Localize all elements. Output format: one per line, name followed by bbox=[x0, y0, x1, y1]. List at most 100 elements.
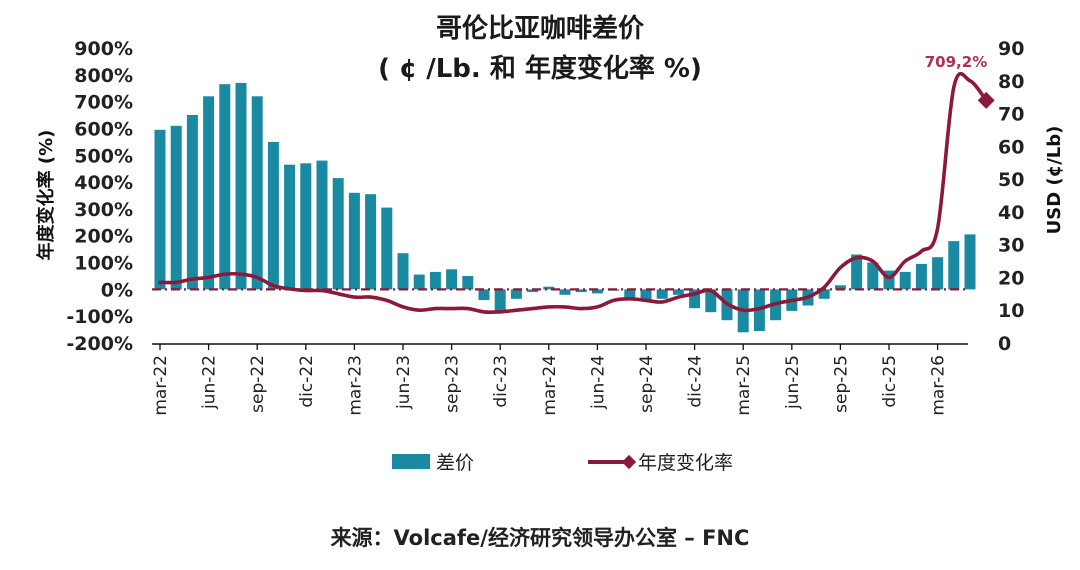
x-axis-tick-label: dic-22 bbox=[297, 355, 317, 408]
x-axis-tick-label: jun-25 bbox=[783, 355, 803, 410]
x-axis-tick-label: jun-24 bbox=[588, 355, 608, 410]
line-end-marker bbox=[977, 91, 995, 109]
source-note: 来源：Volcafe/经济研究领导办公室 – FNC bbox=[330, 526, 750, 550]
bar-mar-22-42 bbox=[834, 285, 846, 290]
bar-mar-22-33 bbox=[689, 289, 701, 309]
legend-item-spread: 差价 bbox=[392, 448, 474, 475]
bar-mar-22-50 bbox=[964, 234, 976, 290]
bar-mar-22-7 bbox=[267, 141, 279, 290]
bar-mar-22-17 bbox=[429, 271, 441, 290]
bar-mar-22-8 bbox=[284, 164, 296, 290]
bar-mar-22-4 bbox=[219, 84, 231, 290]
bar-mar-22-29 bbox=[624, 289, 636, 298]
left-axis-tick: -200% bbox=[66, 333, 133, 355]
right-axis-title: USD (¢/Lb) bbox=[1044, 126, 1065, 235]
bar-mar-22-44 bbox=[867, 262, 879, 290]
x-axis-tick-label: sep-22 bbox=[248, 355, 268, 413]
bar-mar-22-6 bbox=[251, 96, 263, 290]
bar-mar-22-30 bbox=[640, 289, 652, 302]
bar-series bbox=[154, 82, 976, 333]
line-series bbox=[158, 72, 995, 314]
annual-change-line bbox=[158, 72, 988, 314]
x-axis-tick-label: dic-25 bbox=[880, 355, 900, 408]
right-axis-tick: 0 bbox=[998, 333, 1011, 355]
right-axis-tick: 80 bbox=[998, 71, 1024, 93]
chart-subtitle: ( ¢ /Lb. 和 年度变化率 %) bbox=[378, 54, 702, 84]
legend-label-annual-change: 年度变化率 bbox=[638, 452, 734, 474]
bar-mar-22-9 bbox=[300, 163, 312, 290]
x-axis-tick-label: sep-25 bbox=[831, 355, 851, 413]
bar-mar-22-48 bbox=[932, 257, 944, 290]
bar-mar-22-20 bbox=[478, 289, 490, 301]
bar-mar-22-16 bbox=[413, 274, 425, 290]
x-axis-tick-label: mar-23 bbox=[345, 355, 365, 416]
bar-mar-22-12 bbox=[348, 192, 360, 290]
x-axis-tick-label: mar-25 bbox=[734, 355, 754, 416]
bar-mar-22-13 bbox=[365, 194, 377, 290]
bar-mar-22-19 bbox=[462, 276, 474, 290]
bar-mar-22-23 bbox=[527, 289, 539, 293]
bar-mar-22-25 bbox=[559, 289, 571, 295]
right-axis-tick: 20 bbox=[998, 267, 1024, 289]
left-axis-tick: 200% bbox=[74, 226, 133, 248]
right-axis-tick: 70 bbox=[998, 104, 1024, 126]
legend: 差价 年度变化率 bbox=[0, 446, 1080, 476]
legend-line-swatch bbox=[588, 459, 632, 464]
left-axis-tick: 900% bbox=[74, 38, 133, 60]
bar-mar-22-26 bbox=[575, 289, 587, 293]
bar-mar-22-24 bbox=[543, 286, 555, 290]
x-axis-tick-label: sep-24 bbox=[637, 355, 657, 413]
bar-mar-22-34 bbox=[705, 289, 717, 313]
axes: 900% 800% 700% 600% 500% 400% 300% 200% 100% 0% -1… bbox=[66, 38, 1024, 416]
bar-mar-22-18 bbox=[446, 269, 458, 290]
x-axis-tick-label: mar-22 bbox=[151, 355, 171, 416]
legend-label-spread: 差价 bbox=[436, 452, 475, 474]
bar-mar-22-3 bbox=[203, 96, 215, 290]
x-axis-tick-label: sep-23 bbox=[443, 355, 463, 413]
left-axis-tick: 700% bbox=[74, 92, 133, 114]
bar-mar-22-49 bbox=[948, 241, 960, 290]
right-axis-tick: 90 bbox=[998, 38, 1024, 60]
bar-mar-22-15 bbox=[397, 253, 409, 290]
left-axis-tick: -100% bbox=[66, 306, 133, 328]
right-axis-tick: 40 bbox=[998, 202, 1024, 224]
left-axis-tick: 400% bbox=[74, 172, 133, 194]
right-axis-tick: 30 bbox=[998, 235, 1024, 257]
bar-mar-22-32 bbox=[672, 289, 684, 295]
bar-mar-22-47 bbox=[915, 263, 927, 290]
bar-mar-22-41 bbox=[818, 289, 830, 299]
bar-mar-22-43 bbox=[851, 254, 863, 290]
left-axis-tick: 300% bbox=[74, 199, 133, 221]
bar-mar-22-46 bbox=[899, 271, 911, 290]
bar-mar-22-27 bbox=[591, 289, 603, 294]
legend-bar-swatch bbox=[392, 454, 430, 469]
x-axis-tick-label: mar-24 bbox=[540, 355, 560, 416]
right-axis-tick: 10 bbox=[998, 300, 1024, 322]
right-axis-tick: 60 bbox=[998, 136, 1024, 158]
x-axis-tick-label: mar-26 bbox=[929, 355, 949, 416]
peak-annotation: 709,2% bbox=[925, 53, 987, 71]
left-axis-tick: 100% bbox=[74, 253, 133, 275]
bar-mar-22-5 bbox=[235, 82, 247, 290]
bar-mar-22-11 bbox=[332, 178, 344, 290]
x-axis-tick-label: jun-23 bbox=[394, 355, 414, 410]
bar-mar-22-22 bbox=[510, 289, 522, 299]
bar-mar-22-0 bbox=[154, 129, 166, 290]
bar-mar-22-2 bbox=[186, 115, 198, 290]
legend-item-annual-change: 年度变化率 bbox=[588, 448, 733, 475]
bar-mar-22-14 bbox=[381, 207, 393, 290]
left-axis-tick: 500% bbox=[74, 145, 133, 167]
left-axis-tick: 0% bbox=[101, 279, 133, 301]
x-axis-tick-label: dic-23 bbox=[491, 355, 511, 408]
right-axis-tick: 50 bbox=[998, 169, 1024, 191]
bar-mar-22-45 bbox=[883, 270, 895, 290]
chart-title: 哥伦比亚咖啡差价 bbox=[435, 14, 644, 44]
left-axis-tick: 800% bbox=[74, 65, 133, 87]
bar-mar-22-1 bbox=[170, 125, 182, 290]
x-axis-tick-label: dic-24 bbox=[686, 355, 706, 408]
bar-mar-22-10 bbox=[316, 160, 328, 290]
left-axis-title: 年度变化率 (%) bbox=[35, 130, 57, 261]
bar-mar-22-21 bbox=[494, 289, 506, 311]
x-axis-tick-label: jun-22 bbox=[200, 355, 220, 410]
